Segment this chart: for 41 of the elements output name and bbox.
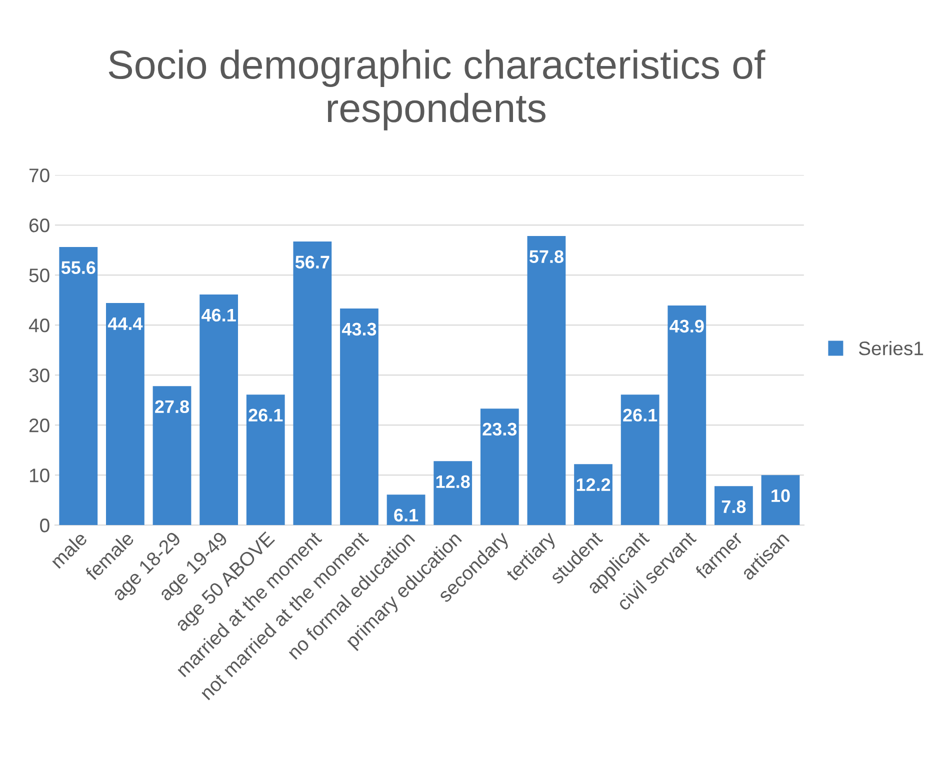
data-label: 7.8	[722, 500, 746, 514]
data-label: 46.1	[202, 308, 236, 322]
bar	[59, 247, 98, 526]
bar	[152, 386, 192, 526]
data-label: 57.8	[529, 250, 564, 264]
data-label: 26.1	[248, 408, 283, 422]
y-tick-label: 10	[30, 468, 50, 482]
data-label: 10	[772, 489, 790, 502]
bar	[668, 306, 706, 526]
data-label: 26.1	[623, 408, 658, 422]
data-label: 12.8	[436, 475, 470, 488]
data-label: 27.8	[155, 400, 190, 414]
chart-title: Socio demographic characteristics of respondents	[108, 49, 766, 130]
data-label: 55.6	[61, 261, 96, 274]
bar	[761, 475, 800, 526]
y-tick-label: 40	[28, 318, 50, 332]
bar	[246, 394, 285, 526]
y-tick-label: 30	[29, 368, 50, 382]
y-tick-label: 60	[29, 218, 50, 232]
bar	[620, 394, 660, 526]
bar	[527, 236, 566, 526]
bar	[574, 464, 612, 526]
data-label: 12.2	[576, 478, 610, 491]
y-tick-label: 50	[29, 268, 50, 282]
data-label: 44.4	[108, 317, 143, 330]
data-label: 23.3	[482, 422, 517, 436]
bar	[434, 461, 472, 526]
bar	[293, 242, 332, 526]
bar	[200, 294, 238, 526]
legend-label: Series1	[858, 340, 924, 356]
bar	[106, 303, 144, 526]
data-label: 56.7	[295, 256, 330, 269]
bar	[480, 408, 519, 526]
data-label: 43.9	[670, 320, 704, 333]
data-label: 6.1	[394, 508, 418, 522]
y-tick-label: 70	[29, 168, 50, 182]
y-tick-label: 20	[29, 418, 50, 432]
bar	[714, 486, 753, 526]
y-tick-label: 0	[40, 518, 50, 532]
data-label: 43.3	[342, 322, 376, 336]
bar	[340, 308, 378, 526]
